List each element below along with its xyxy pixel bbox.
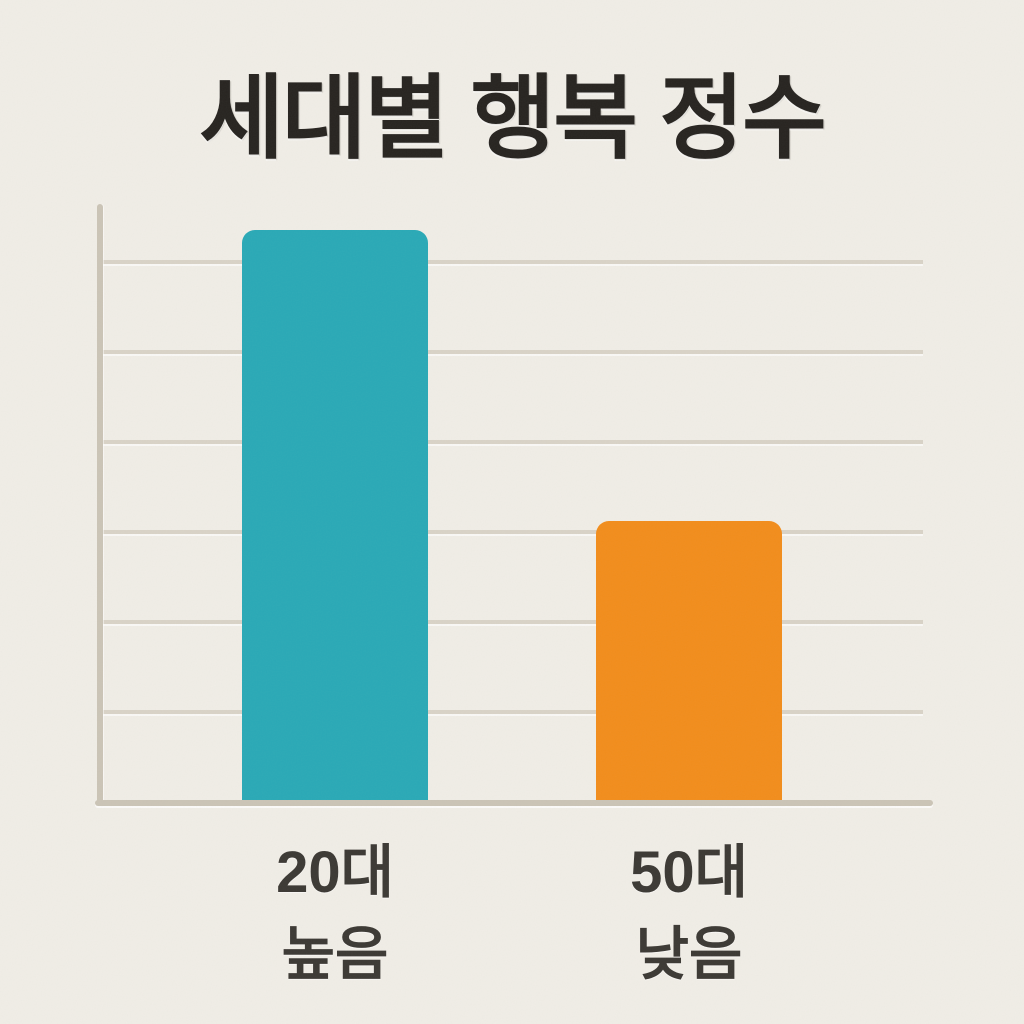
gridline bbox=[100, 710, 923, 714]
category-label-20s-age: 20대 bbox=[276, 840, 394, 905]
category-label-20s-qualifier: 높음 bbox=[281, 922, 389, 988]
gridline bbox=[100, 440, 923, 444]
x-axis-line bbox=[95, 800, 933, 806]
y-axis-line bbox=[97, 204, 103, 805]
category-label-50s-qualifier: 낮음 bbox=[635, 922, 743, 988]
chart-title: 세대별 행복 정수 bbox=[199, 68, 827, 170]
category-label-50s: 50대 낮음 bbox=[596, 832, 782, 997]
gridline bbox=[100, 260, 923, 264]
gridline bbox=[100, 530, 923, 534]
bar-20s bbox=[242, 230, 428, 803]
category-label-20s: 20대 높음 bbox=[242, 832, 428, 997]
gridline bbox=[100, 620, 923, 624]
gridline bbox=[100, 350, 923, 354]
category-label-50s-age: 50대 bbox=[630, 840, 748, 905]
bar-50s bbox=[596, 521, 782, 803]
